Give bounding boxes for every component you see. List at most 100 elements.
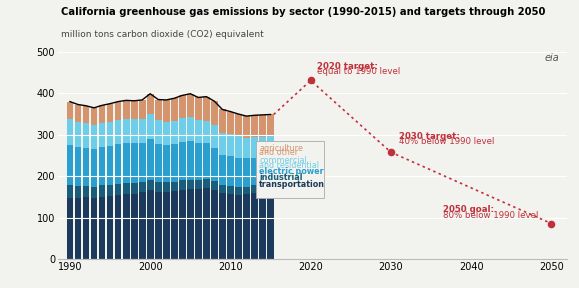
Bar — [139, 192, 145, 259]
Bar — [146, 94, 153, 114]
Bar — [259, 158, 266, 185]
Bar — [235, 114, 242, 137]
Text: commercial: commercial — [259, 156, 307, 165]
Bar — [259, 185, 266, 192]
Text: and other: and other — [259, 149, 298, 158]
Bar — [98, 197, 105, 259]
Bar — [98, 123, 105, 147]
Bar — [203, 143, 210, 179]
Bar — [115, 102, 122, 120]
Bar — [115, 144, 122, 184]
Bar — [251, 115, 258, 137]
Bar — [67, 185, 74, 198]
Bar — [123, 119, 130, 143]
Bar — [211, 101, 218, 125]
Bar — [235, 187, 242, 194]
Bar — [171, 121, 178, 144]
Bar — [123, 100, 130, 119]
Bar — [115, 184, 122, 195]
Bar — [195, 143, 201, 180]
Bar — [259, 192, 266, 259]
Text: and residential: and residential — [259, 161, 319, 170]
Bar — [90, 149, 97, 187]
Bar — [131, 120, 138, 143]
Bar — [179, 95, 186, 118]
Bar — [211, 125, 218, 148]
Bar — [235, 158, 242, 187]
Bar — [219, 109, 226, 133]
Text: eia: eia — [545, 53, 559, 63]
Bar — [90, 198, 97, 259]
Bar — [131, 183, 138, 194]
Bar — [139, 143, 145, 182]
Bar — [98, 105, 105, 123]
Bar — [203, 188, 210, 259]
Bar — [107, 185, 113, 196]
Bar — [235, 194, 242, 259]
Bar — [211, 181, 218, 190]
Bar — [219, 193, 226, 259]
Bar — [155, 182, 162, 192]
Bar — [123, 143, 130, 183]
Bar — [83, 186, 89, 197]
Bar — [155, 192, 162, 259]
Bar — [155, 144, 162, 182]
Bar — [115, 195, 122, 259]
Text: industrial: industrial — [259, 173, 303, 182]
Text: 40% below 1990 level: 40% below 1990 level — [399, 137, 494, 146]
Bar — [171, 144, 178, 182]
Bar — [163, 182, 170, 192]
Bar — [98, 147, 105, 185]
Bar — [163, 192, 170, 259]
Bar — [195, 120, 201, 143]
Bar — [155, 120, 162, 144]
Bar — [75, 122, 82, 147]
Bar — [243, 194, 250, 259]
Text: California greenhouse gas emissions by sector (1990-2015) and targets through 20: California greenhouse gas emissions by s… — [61, 7, 545, 17]
Bar — [107, 196, 113, 259]
Bar — [139, 100, 145, 119]
Bar — [75, 198, 82, 259]
Text: 80% below 1990 level: 80% below 1990 level — [443, 211, 538, 220]
Bar — [115, 120, 122, 144]
Text: electric power: electric power — [259, 167, 324, 176]
Bar — [163, 122, 170, 145]
Bar — [267, 114, 274, 137]
Text: million tons carbon dioxide (CO2) equivalent: million tons carbon dioxide (CO2) equiva… — [61, 30, 263, 39]
Bar — [227, 186, 234, 194]
Bar — [67, 198, 74, 259]
Bar — [90, 108, 97, 125]
Bar — [187, 141, 194, 180]
Bar — [227, 156, 234, 186]
Bar — [171, 191, 178, 259]
Bar — [219, 133, 226, 155]
Bar — [187, 189, 194, 259]
Bar — [179, 142, 186, 180]
Bar — [107, 146, 113, 185]
Bar — [67, 145, 74, 185]
FancyBboxPatch shape — [256, 141, 324, 198]
Bar — [107, 104, 113, 122]
Bar — [171, 98, 178, 121]
Bar — [259, 115, 266, 137]
Bar — [98, 185, 105, 197]
Bar — [259, 137, 266, 158]
Bar — [131, 194, 138, 259]
Bar — [187, 180, 194, 189]
Bar — [146, 139, 153, 180]
Bar — [195, 180, 201, 189]
Bar — [203, 97, 210, 121]
Bar — [146, 114, 153, 139]
Bar — [75, 186, 82, 198]
Bar — [219, 185, 226, 193]
Bar — [251, 158, 258, 185]
Bar — [187, 94, 194, 118]
Bar — [171, 182, 178, 191]
Point — [306, 78, 316, 83]
Bar — [67, 102, 74, 120]
Text: agriculture: agriculture — [259, 144, 303, 153]
Bar — [107, 122, 113, 146]
Bar — [179, 190, 186, 259]
Bar — [179, 118, 186, 142]
Bar — [83, 123, 89, 148]
